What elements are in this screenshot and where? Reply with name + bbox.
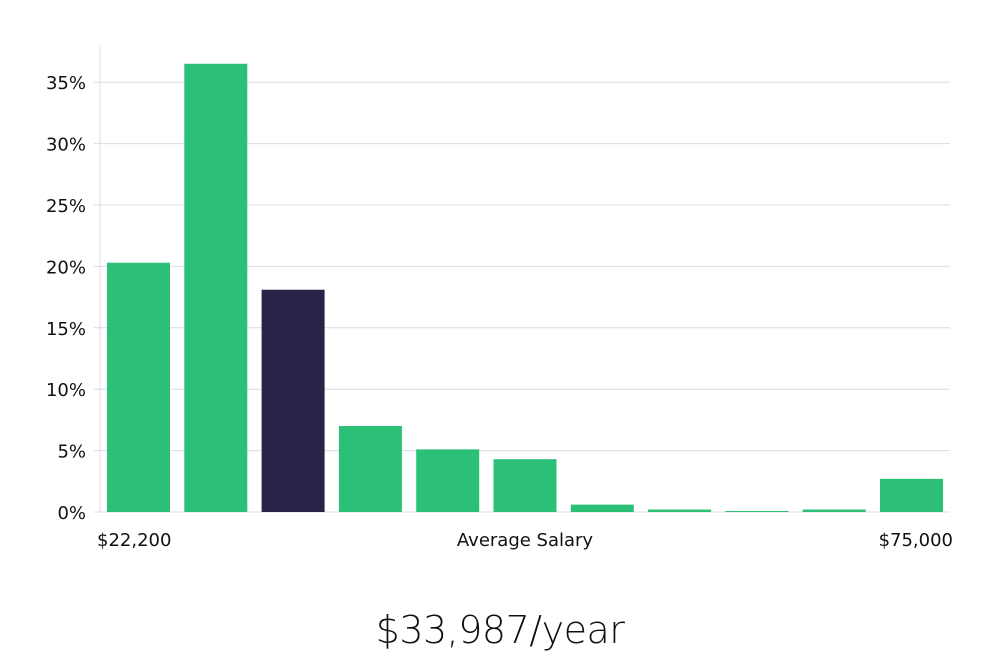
- bar: [338, 426, 402, 512]
- bars: [107, 63, 943, 512]
- average-salary-value: $33,987/year: [375, 608, 625, 652]
- y-tick-label: 25%: [46, 196, 86, 217]
- y-tick-label: 20%: [46, 257, 86, 278]
- y-tick-label: 10%: [46, 380, 86, 401]
- salary-histogram: 0% 5% 10% 15% 20% 25% 30% 35% $22,200 Average S…: [46, 45, 953, 551]
- y-axis-tick-labels: 0% 5% 10% 15% 20% 25% 30% 35%: [46, 73, 86, 524]
- y-tick-label: 5%: [57, 442, 86, 463]
- bar: [184, 63, 248, 512]
- bar: [107, 262, 170, 512]
- x-axis-title: Average Salary: [457, 530, 594, 551]
- bar: [648, 509, 712, 512]
- bar-highlight: [261, 289, 325, 512]
- y-tick-label: 35%: [46, 73, 86, 94]
- y-tick-label: 15%: [46, 319, 86, 340]
- bar: [493, 459, 557, 512]
- x-min-label: $22,200: [97, 530, 171, 551]
- bar: [725, 511, 789, 512]
- bar: [570, 504, 634, 512]
- y-tick-label: 30%: [46, 135, 86, 156]
- bar: [416, 449, 480, 512]
- bar: [880, 478, 943, 512]
- y-tick-label: 0%: [57, 503, 86, 524]
- x-max-label: $75,000: [879, 530, 953, 551]
- bar: [802, 509, 866, 512]
